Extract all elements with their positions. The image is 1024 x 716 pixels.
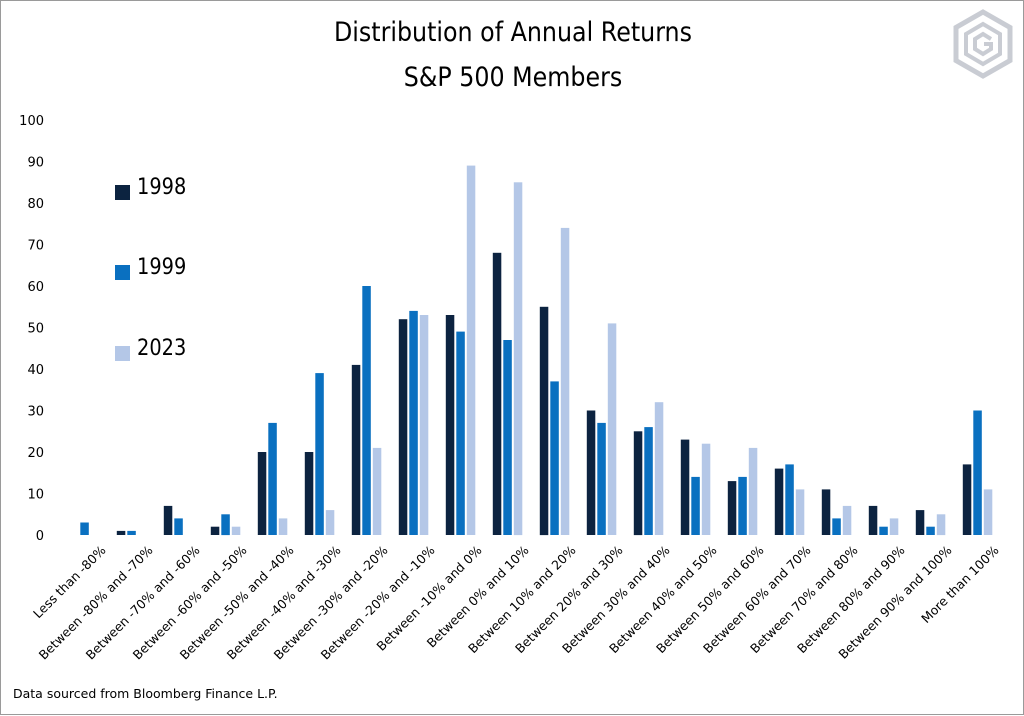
y-tick-label: 80 <box>27 197 44 212</box>
bar-1999-19 <box>973 410 982 535</box>
legend-swatch-1998 <box>115 185 130 200</box>
bar-1999-11 <box>597 422 606 535</box>
bar-2023-9 <box>513 182 523 536</box>
y-tick-label: 0 <box>36 529 44 544</box>
bar-1999-16 <box>832 518 841 535</box>
bar-1999-7 <box>409 310 418 535</box>
bar-1998-19 <box>962 464 972 535</box>
bar-1999-6 <box>362 286 371 535</box>
y-tick-label: 90 <box>27 156 44 171</box>
bar-2023-19 <box>983 489 993 535</box>
bar-1999-9 <box>503 340 512 535</box>
bar-1999-13 <box>691 476 700 535</box>
source-footnote: Data sourced from Bloomberg Finance L.P. <box>13 686 278 701</box>
y-tick-label: 70 <box>27 239 44 254</box>
y-tick-label: 30 <box>27 405 44 420</box>
bar-2023-10 <box>560 227 570 535</box>
bar-2023-16 <box>842 505 852 535</box>
legend-swatch-1999 <box>115 265 130 280</box>
bar-1998-18 <box>915 510 925 535</box>
bar-2023-18 <box>936 514 946 536</box>
bar-1999-12 <box>644 427 653 535</box>
bar-1999-18 <box>926 526 935 535</box>
y-tick-label: 100 <box>19 114 44 129</box>
bar-1998-15 <box>774 468 784 535</box>
bar-2023-6 <box>372 447 382 535</box>
bar-1998-6 <box>351 364 361 535</box>
g-hexagon-logo-icon <box>953 9 1013 79</box>
bar-2023-13 <box>701 443 711 535</box>
y-tick-label: 10 <box>27 488 44 503</box>
y-tick-label: 50 <box>27 322 44 337</box>
bar-1999-17 <box>879 526 888 535</box>
bar-1998-16 <box>821 489 831 535</box>
y-tick-label: 40 <box>27 363 44 378</box>
bar-2023-7 <box>419 315 429 535</box>
bar-2023-4 <box>278 518 288 535</box>
bar-1999-4 <box>268 422 277 535</box>
bar-1998-4 <box>257 452 267 535</box>
chart-title: Distribution of Annual Returns <box>334 17 692 48</box>
bar-1998-5 <box>304 452 314 535</box>
bar-1998-10 <box>539 306 549 536</box>
bar-1999-15 <box>785 464 794 535</box>
legend-swatch-2023 <box>115 346 130 361</box>
bar-1999-3 <box>221 514 230 536</box>
bar-1998-3 <box>210 526 220 535</box>
bar-2023-11 <box>607 323 617 535</box>
bar-1998-1 <box>116 530 126 535</box>
bar-1998-8 <box>445 315 455 535</box>
bar-2023-8 <box>466 165 476 535</box>
legend-label-1999: 1999 <box>137 255 187 280</box>
bar-1998-12 <box>633 431 643 536</box>
bar-2023-3 <box>231 526 241 535</box>
bar-2023-12 <box>654 402 664 535</box>
bar-1998-11 <box>586 410 596 535</box>
bar-1998-14 <box>727 481 737 535</box>
bar-1998-17 <box>868 505 878 535</box>
bar-2023-5 <box>325 510 335 535</box>
bar-1999-2 <box>174 518 183 535</box>
bar-2023-14 <box>748 447 758 535</box>
legend-label-1998: 1998 <box>137 175 187 200</box>
bar-1999-0 <box>80 522 89 535</box>
bar-1999-8 <box>456 331 465 535</box>
bar-2023-15 <box>795 489 805 535</box>
bar-1998-2 <box>163 505 173 535</box>
bar-1998-7 <box>398 319 408 535</box>
chart-subtitle: S&P 500 Members <box>403 62 623 93</box>
bar-1998-9 <box>492 252 502 536</box>
y-tick-label: 20 <box>27 446 44 461</box>
bar-1999-14 <box>738 476 747 535</box>
bar-1999-10 <box>550 381 559 535</box>
y-tick-label: 60 <box>27 280 44 295</box>
legend-label-2023: 2023 <box>137 336 187 361</box>
bar-1999-5 <box>315 373 324 535</box>
bar-2023-17 <box>889 518 899 535</box>
bar-1998-13 <box>680 439 690 535</box>
bar-1999-1 <box>127 530 136 535</box>
